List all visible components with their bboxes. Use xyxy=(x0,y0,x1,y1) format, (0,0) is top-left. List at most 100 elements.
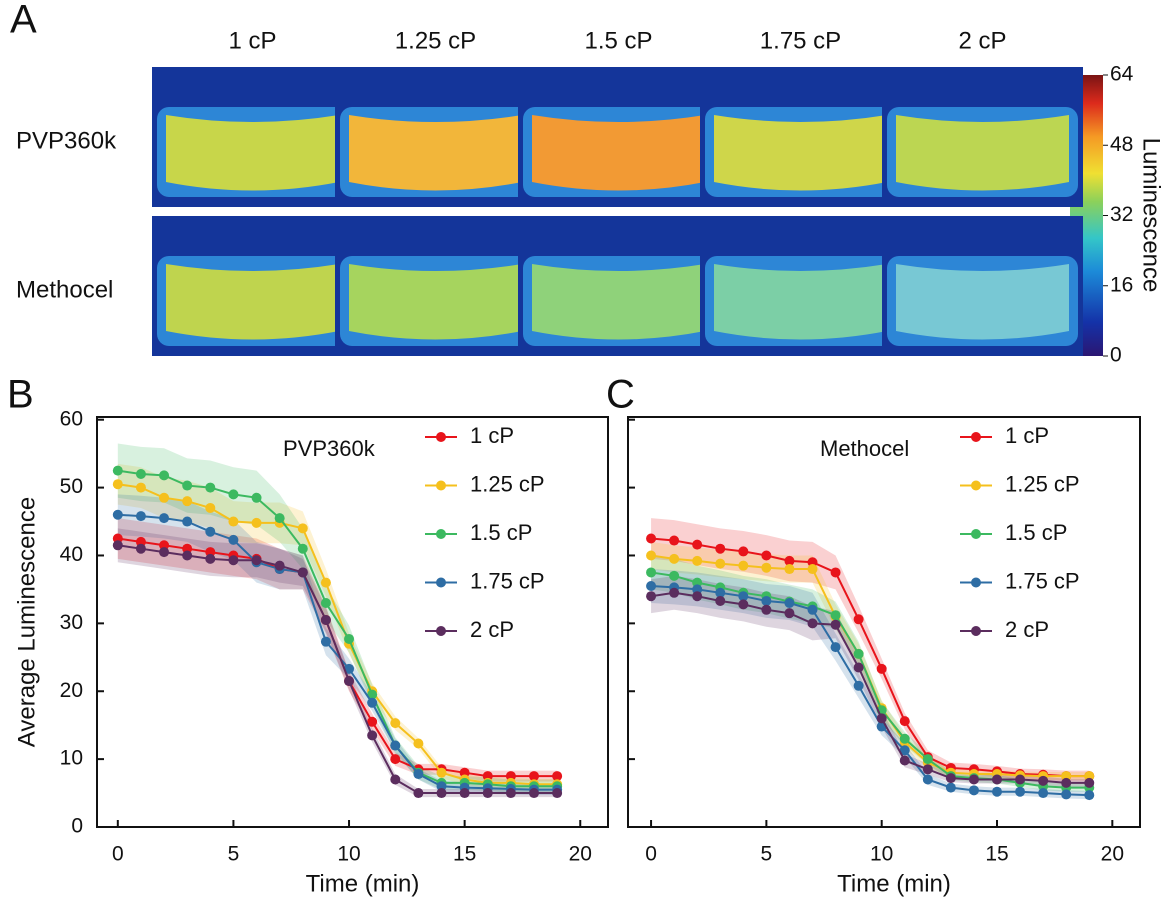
data-point xyxy=(367,716,378,727)
data-point xyxy=(112,509,123,520)
data-point xyxy=(899,745,910,756)
data-point xyxy=(646,533,657,544)
data-point xyxy=(1038,788,1049,799)
data-point xyxy=(830,619,841,630)
data-point xyxy=(669,570,680,581)
heatmap-liquid xyxy=(714,115,887,191)
data-point xyxy=(112,540,123,551)
data-point xyxy=(738,560,749,571)
data-point xyxy=(853,614,864,625)
data-point xyxy=(830,567,841,578)
colorbar-tick-label: 32 xyxy=(1110,203,1133,226)
data-point xyxy=(646,567,657,578)
data-point xyxy=(413,788,424,799)
data-point xyxy=(992,774,1003,785)
data-point xyxy=(228,516,239,527)
data-point xyxy=(135,482,146,493)
data-point xyxy=(692,591,703,602)
data-point xyxy=(922,774,933,785)
data-point xyxy=(297,543,308,554)
data-point xyxy=(205,482,216,493)
panel-label: A xyxy=(10,0,37,42)
data-point xyxy=(784,564,795,575)
data-point xyxy=(205,502,216,513)
heatmap-liquid xyxy=(896,264,1069,340)
data-point xyxy=(251,555,262,566)
data-point xyxy=(1015,774,1026,785)
data-point xyxy=(922,754,933,765)
data-point xyxy=(320,636,331,647)
legend-marker xyxy=(971,432,981,442)
data-point xyxy=(251,517,262,528)
data-point xyxy=(992,786,1003,797)
x-tick-label: 5 xyxy=(228,843,240,866)
x-tick-label: 15 xyxy=(453,843,476,866)
colorbar-tick-label: 64 xyxy=(1110,63,1134,86)
panel-label: B xyxy=(7,373,34,417)
data-point xyxy=(669,553,680,564)
colorbar-tick-label: 48 xyxy=(1110,133,1133,156)
legend-label: 1.75 cP xyxy=(1005,568,1080,593)
data-point xyxy=(646,581,657,592)
legend-label: 1.5 cP xyxy=(470,520,532,545)
data-point xyxy=(876,713,887,724)
x-axis-label: Time (min) xyxy=(837,870,951,897)
data-point xyxy=(853,680,864,691)
data-point xyxy=(922,764,933,775)
data-point xyxy=(738,546,749,557)
data-point xyxy=(159,492,170,503)
data-point xyxy=(853,662,864,673)
data-point xyxy=(182,496,193,507)
data-point xyxy=(876,663,887,674)
data-point xyxy=(320,577,331,588)
legend-marker xyxy=(971,577,981,588)
data-point xyxy=(274,560,285,571)
heatmap-liquid xyxy=(896,115,1069,191)
data-point xyxy=(135,469,146,480)
y-tick-label: 20 xyxy=(60,679,83,702)
data-point xyxy=(830,642,841,653)
data-point xyxy=(761,562,772,573)
data-point xyxy=(367,689,378,700)
column-label: 1.5 cP xyxy=(584,27,652,54)
data-point xyxy=(228,555,239,566)
legend-marker xyxy=(436,577,446,588)
column-label: 1.25 cP xyxy=(395,27,476,54)
data-point xyxy=(1061,789,1072,800)
data-point xyxy=(529,771,540,782)
data-point xyxy=(715,558,726,569)
x-tick-label: 10 xyxy=(337,843,360,866)
panel-label: C xyxy=(606,373,635,417)
data-point xyxy=(182,516,193,527)
column-label: 2 cP xyxy=(958,27,1006,54)
legend-label: 1 cP xyxy=(1005,423,1049,448)
x-tick-label: 5 xyxy=(761,843,773,866)
data-point xyxy=(784,597,795,608)
heatmap-liquid xyxy=(166,264,339,340)
data-point xyxy=(945,773,956,784)
data-point xyxy=(344,633,355,644)
data-point xyxy=(297,567,308,578)
data-point xyxy=(807,604,818,615)
data-point xyxy=(715,587,726,598)
y-tick-label: 30 xyxy=(60,611,83,634)
data-point xyxy=(968,774,979,785)
plot-frame xyxy=(96,416,609,828)
data-point xyxy=(205,526,216,537)
data-point xyxy=(968,785,979,796)
heatmap-liquid xyxy=(714,264,887,340)
data-point xyxy=(436,788,447,799)
column-label: 1 cP xyxy=(228,27,276,54)
heatmap-liquid xyxy=(532,115,705,191)
legend-label: 1.25 cP xyxy=(1005,471,1080,496)
x-tick-label: 10 xyxy=(870,843,893,866)
data-point xyxy=(112,479,123,490)
data-point xyxy=(853,648,864,659)
row-label: PVP360k xyxy=(16,127,117,154)
data-point xyxy=(807,618,818,629)
error-band xyxy=(117,494,558,796)
data-point xyxy=(692,555,703,566)
data-point xyxy=(251,492,262,503)
heatmap-liquid xyxy=(532,264,705,340)
